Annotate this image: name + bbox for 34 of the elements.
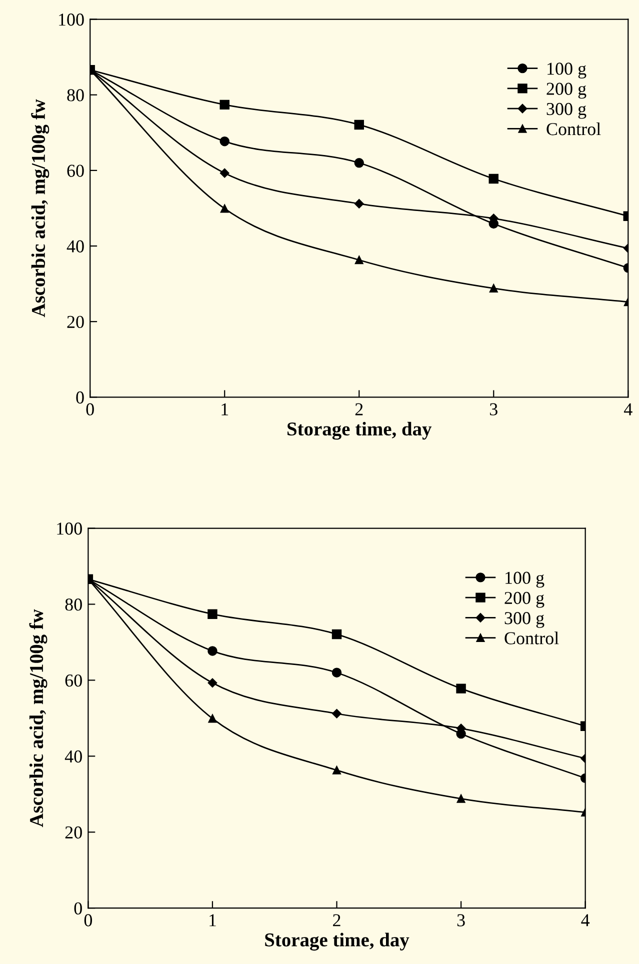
legend-label: Control <box>504 632 559 644</box>
y-tick-label: 80 <box>65 598 82 611</box>
y-tick-label: 60 <box>67 164 84 177</box>
y-tick-label: 20 <box>65 826 82 839</box>
y-tick-label: 100 <box>59 14 84 26</box>
y-tick-label: 80 <box>67 89 84 102</box>
x-axis-title: Storage time, day <box>288 422 432 440</box>
legend-label: Control <box>546 122 601 136</box>
x-tick-label: 0 <box>84 914 92 926</box>
legend-label: 300 g <box>546 102 586 119</box>
legend-label: 100 g <box>548 62 586 79</box>
x-tick-label: 3 <box>490 403 498 416</box>
y-tick-label: 40 <box>66 240 84 252</box>
y-tick-label: 20 <box>67 316 84 328</box>
y-axis-title: Ascorbic acid, mg/100g fw <box>31 99 50 318</box>
legend-label: 100 g <box>506 572 544 588</box>
x-tick-label: 4 <box>581 914 590 926</box>
legend-label: 200 g <box>546 82 586 99</box>
x-tick-label: 2 <box>333 914 340 926</box>
x-tick-label: 4 <box>624 403 632 416</box>
x-axis-title: Storage time, day <box>265 932 410 951</box>
y-tick-label: 40 <box>64 750 82 763</box>
x-tick-label: 1 <box>210 914 216 926</box>
y-tick-label: 100 <box>57 522 82 535</box>
x-tick-label: 1 <box>222 403 228 416</box>
y-axis-title: Ascorbic acid, mg/100g fw <box>29 609 48 828</box>
x-tick-label: 2 <box>355 403 363 416</box>
x-tick-label: 3 <box>457 914 465 926</box>
y-tick-label: 0 <box>74 902 82 915</box>
x-tick-label: 0 <box>86 403 94 416</box>
y-tick-label: 60 <box>65 674 82 687</box>
legend-label: 200 g <box>504 592 544 608</box>
y-tick-label: 0 <box>76 391 84 404</box>
legend-label: 300 g <box>504 612 544 628</box>
